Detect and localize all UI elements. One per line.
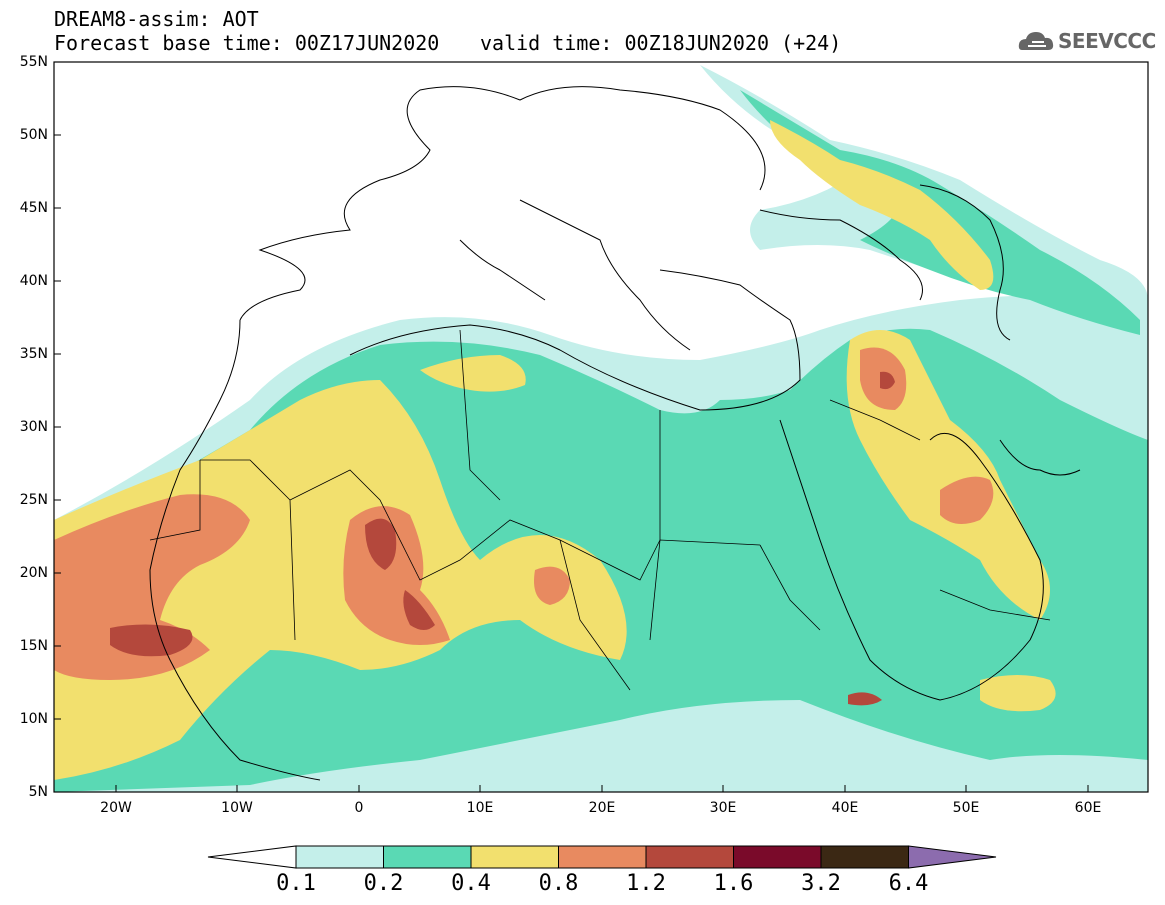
colorbar-box-4: [558, 845, 647, 869]
borders: [149, 329, 1051, 691]
lon-label: 20E: [588, 800, 616, 816]
lon-label: 10W: [221, 800, 253, 816]
lat-label: 50N: [19, 127, 48, 143]
colorbar: [207, 845, 997, 869]
lat-label: 15N: [19, 638, 48, 654]
lon-label: 60E: [1074, 800, 1102, 816]
aot-band-moderate: [54, 380, 627, 780]
lon-label: 10E: [466, 800, 494, 816]
map-title: DREAM8-assim: AOT: [54, 7, 259, 31]
colorbar-label: 6.4: [888, 871, 929, 896]
lon-label: 30E: [709, 800, 737, 816]
colorbar-label: 0.2: [363, 871, 404, 896]
aot-band-moderate-libya: [420, 355, 526, 392]
aot-band-high-chad: [534, 566, 570, 605]
colorbar-label: 1.6: [713, 871, 754, 896]
coastlines: [149, 86, 1081, 781]
aot-band-high-gulf: [940, 476, 994, 524]
aot-band-moderate-hoa: [980, 675, 1056, 712]
colorbar-box-5: [645, 845, 734, 869]
lon-label: 20W: [100, 800, 132, 816]
lat-label: 20N: [19, 565, 48, 581]
lat-label: 10N: [19, 711, 48, 727]
cloud-logo-icon: [1018, 32, 1054, 50]
colorbar-label: 0.1: [276, 871, 316, 896]
aot-band-very-high: [110, 624, 193, 657]
colorbar-label: 0.8: [538, 871, 579, 896]
colorbar-box-6: [733, 845, 822, 869]
aot-band-very-high-mali: [403, 590, 435, 630]
lat-label: 35N: [19, 346, 48, 362]
aot-band-moderate-caucasus: [770, 120, 994, 290]
aot-band-high: [54, 494, 250, 680]
colorbar-label: 0.4: [451, 871, 491, 896]
axis-ticks: [54, 61, 1089, 793]
lon-label: 50E: [952, 800, 980, 816]
lat-label: 25N: [19, 492, 48, 508]
colorbar-label: 1.2: [626, 871, 666, 896]
lon-label: 40E: [831, 800, 859, 816]
aot-band-very-high-ind: [848, 692, 882, 706]
base-time: Forecast base time: 00Z17JUN2020: [54, 31, 440, 55]
colorbar-over-triangle: [908, 845, 997, 869]
lon-label: 0: [354, 800, 364, 816]
valid-time: valid time: 00Z18JUN2020 (+24): [480, 31, 842, 55]
lat-label: 55N: [19, 54, 48, 70]
colorbar-box-2: [383, 845, 472, 869]
colorbar-box-3: [470, 845, 559, 869]
lat-label: 45N: [19, 200, 48, 216]
lat-label: 5N: [28, 784, 48, 800]
lat-label: 40N: [19, 273, 48, 289]
lat-label: 30N: [19, 419, 48, 435]
colorbar-box-7: [820, 845, 909, 869]
aot-band-very-high-algeria: [365, 518, 397, 570]
colorbar-box-1: [295, 845, 384, 869]
colorbar-under-triangle: [207, 845, 297, 869]
logo-text: SEEVCCC: [1058, 29, 1156, 53]
colorbar-label: 3.2: [801, 871, 841, 896]
aot-band-very-high-iraq: [880, 371, 895, 390]
